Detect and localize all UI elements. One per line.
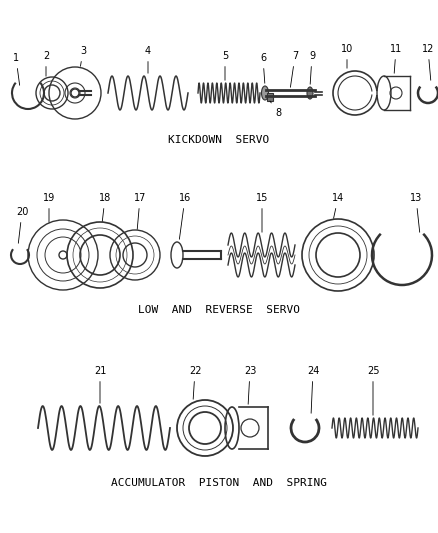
Text: 2: 2 xyxy=(43,51,49,76)
Text: 14: 14 xyxy=(332,193,344,219)
Text: ACCUMULATOR  PISTON  AND  SPRING: ACCUMULATOR PISTON AND SPRING xyxy=(111,478,327,488)
Text: 15: 15 xyxy=(256,193,268,232)
Text: 6: 6 xyxy=(260,53,266,83)
Text: 13: 13 xyxy=(410,193,422,232)
Text: 24: 24 xyxy=(307,366,319,413)
Text: 23: 23 xyxy=(244,366,256,404)
Text: 18: 18 xyxy=(99,193,111,221)
Text: 21: 21 xyxy=(94,366,106,403)
Text: 7: 7 xyxy=(290,51,298,87)
Text: KICKDOWN  SERVO: KICKDOWN SERVO xyxy=(168,135,270,145)
Text: 1: 1 xyxy=(13,53,20,85)
Text: 19: 19 xyxy=(43,193,55,222)
Ellipse shape xyxy=(261,86,268,100)
Text: 12: 12 xyxy=(422,44,434,80)
Text: 8: 8 xyxy=(270,101,281,118)
Text: 11: 11 xyxy=(390,44,402,73)
Text: 9: 9 xyxy=(309,51,315,84)
Text: 22: 22 xyxy=(189,366,201,399)
Text: 5: 5 xyxy=(222,51,228,80)
Text: 25: 25 xyxy=(367,366,379,415)
Text: LOW  AND  REVERSE  SERVO: LOW AND REVERSE SERVO xyxy=(138,305,300,315)
Text: 17: 17 xyxy=(134,193,146,229)
Text: 4: 4 xyxy=(145,46,151,73)
Text: 10: 10 xyxy=(341,44,353,68)
Text: 20: 20 xyxy=(16,207,28,243)
Text: 3: 3 xyxy=(80,46,86,66)
Bar xyxy=(267,93,273,101)
Text: 16: 16 xyxy=(179,193,191,239)
Ellipse shape xyxy=(307,87,313,99)
